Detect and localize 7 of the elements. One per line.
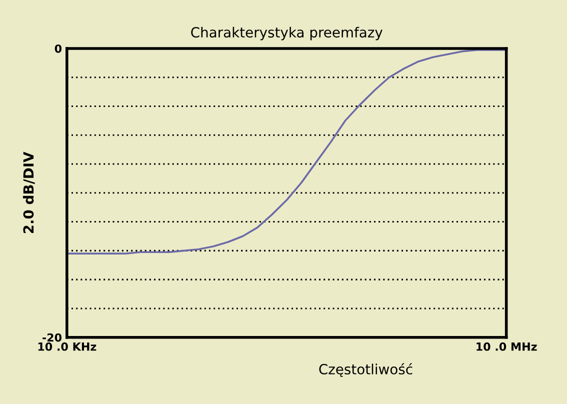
x-tick-label: 10 .0 KHz	[38, 342, 96, 351]
y-tick-label: 0	[54, 44, 62, 53]
y-axis-title: 2.0 dB/DIV	[22, 152, 35, 234]
chart-title: Charakterystyka preemfazy	[191, 26, 382, 40]
x-axis-title: Częstotliwość	[319, 363, 412, 377]
x-tick-label: 10 .0 MHz	[476, 342, 537, 351]
y-tick-label: -20	[42, 333, 62, 342]
